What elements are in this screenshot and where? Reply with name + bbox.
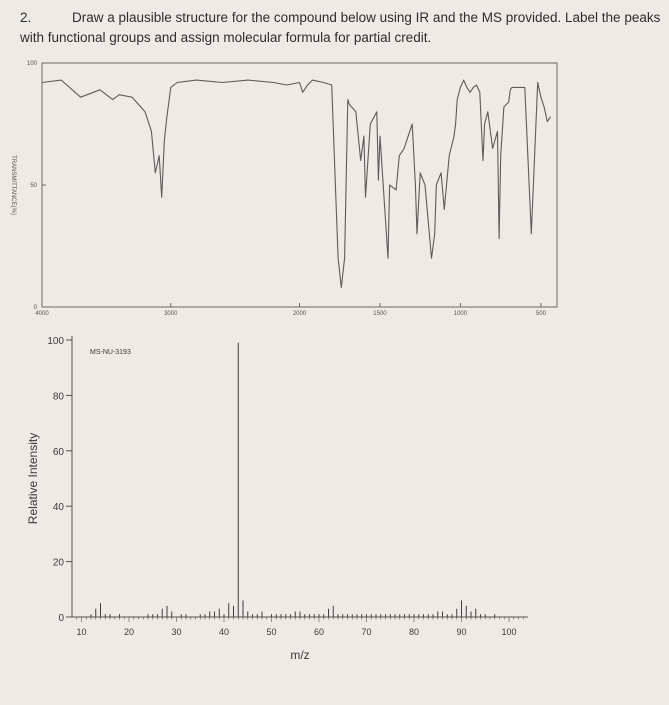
ir-x-tick-label: 4000	[35, 311, 49, 317]
ir-x-tick-label: 1000	[454, 311, 468, 317]
ms-y-tick-label: 0	[58, 613, 64, 624]
ms-x-tick-label: 60	[314, 627, 324, 637]
ir-spectrum-trace	[41, 79, 552, 289]
ms-x-tick-label: 20	[124, 627, 134, 637]
ir-x-tick-label: 2000	[293, 311, 307, 317]
ir-y-tick-label: 100	[27, 61, 38, 67]
mass-spectrum-chart: 0 20 40 60 80 100 10 20 30 40 50 60 70 80 90 100 m/z Rela…	[26, 336, 528, 662]
ir-x-tick-label: 3000	[164, 311, 178, 317]
question-number: 2.	[20, 10, 32, 25]
ms-x-tick-label: 30	[171, 627, 181, 637]
ms-y-axis-label: Relative Intensity	[26, 433, 40, 524]
ms-x-tick-label: 40	[219, 627, 229, 637]
ms-x-tick-label: 100	[501, 627, 516, 637]
ir-y-tick-label: 0	[34, 305, 38, 311]
ms-y-tick-label: 80	[53, 391, 65, 402]
ms-y-tick-label: 100	[47, 336, 64, 347]
ms-y-tick-label: 40	[53, 502, 65, 513]
question-body: Draw a plausible structure for the compo…	[20, 10, 661, 45]
ir-spectrum-panel: 4000 3000 2000 1500 1000 500 100 50 0 TRANSMITTAN…	[0, 55, 669, 322]
ms-x-tick-label: 70	[361, 627, 371, 637]
ms-x-tick-label: 80	[409, 627, 419, 637]
ir-spectrum-chart: 4000 3000 2000 1500 1000 500100500TRANSMITTAN…	[10, 61, 558, 317]
mass-spectrum-panel: 0 20 40 60 80 100 10 20 30 40 50 60 70 80 90 100 m/z Rela…	[0, 318, 669, 705]
ms-sample-label: MS-NU-3193	[90, 349, 131, 356]
ir-y-axis-label: TRANSMITTANCE(%)	[10, 155, 16, 215]
ms-x-tick-label: 10	[76, 627, 86, 637]
ms-x-tick-label: 90	[456, 627, 466, 637]
question-text: 2. Draw a plausible structure for the com…	[20, 8, 665, 48]
ms-y-tick-label: 60	[53, 447, 65, 458]
ir-x-tick-label: 1500	[373, 311, 387, 317]
ir-x-tick-label: 500	[536, 311, 547, 317]
ms-x-tick-label: 50	[266, 627, 276, 637]
ms-x-axis-label: m/z	[290, 648, 309, 662]
ir-y-tick-label: 50	[30, 183, 37, 189]
ms-y-tick-label: 20	[53, 558, 65, 569]
